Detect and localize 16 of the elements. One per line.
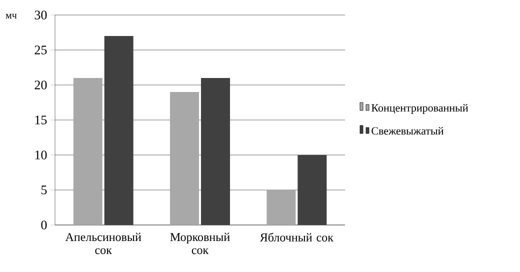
y-axis-title: мч bbox=[6, 14, 17, 18]
y-tick-label: 30 bbox=[34, 10, 47, 20]
bar bbox=[170, 92, 200, 225]
legend-label: Свежевыжатый bbox=[372, 126, 444, 135]
legend-label: Концентрированный bbox=[372, 104, 468, 114]
y-tick-label: 15 bbox=[35, 116, 47, 124]
x-tick-label: Морковный сок bbox=[170, 232, 230, 254]
y-tick-label: 0 bbox=[41, 220, 47, 230]
bar bbox=[266, 190, 296, 225]
x-tick-label: Яблочный сок bbox=[260, 232, 334, 242]
y-tick-label: 20 bbox=[34, 80, 47, 90]
y-tick-label: 5 bbox=[41, 186, 47, 194]
y-tick-label: 10 bbox=[35, 150, 47, 160]
y-tick-label: 25 bbox=[34, 46, 47, 54]
bar bbox=[73, 78, 102, 225]
x-tick-label: Апельсиновый сок bbox=[65, 232, 142, 254]
